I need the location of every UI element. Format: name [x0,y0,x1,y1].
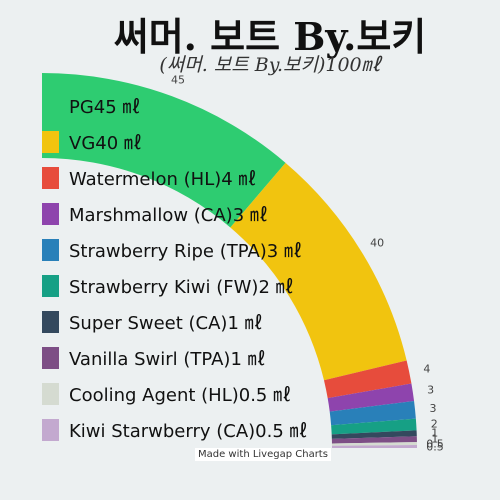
legend-item-0[interactable]: PG45 ㎖ [42,88,308,124]
chart-subtitle: (써머. 보트 By.보키)100㎖ [159,54,381,76]
legend-label: Strawberry Kiwi (FW)2 ㎖ [69,277,294,298]
slice-0[interactable] [42,73,286,228]
slice-value-label-1: 40 [370,237,384,250]
legend-swatch [42,239,59,261]
legend-swatch [42,167,59,189]
legend-swatch [42,95,59,117]
legend-label: Strawberry Ripe (TPA)3 ㎖ [69,241,302,262]
legend-swatch [42,419,59,441]
slice-9[interactable] [331,445,417,448]
slice-value-label-3: 3 [427,384,434,397]
slice-value-label-6: 1 [431,427,438,440]
slice-8[interactable] [331,442,417,446]
legend-item-4[interactable]: Strawberry Ripe (TPA)3 ㎖ [42,232,308,268]
slice-value-label-0: 45 [171,73,185,86]
legend-label: Vanilla Swirl (TPA)1 ㎖ [69,349,266,370]
legend-label: Marshmallow (CA)3 ㎖ [69,205,268,226]
slice-3[interactable] [327,383,415,412]
legend-swatch [42,383,59,405]
legend-label: VG40 ㎖ [69,133,142,154]
slice-7[interactable] [331,436,417,444]
slice-value-label-5: 2 [431,417,438,430]
legend-swatch [42,275,59,297]
chart-title: 써머. 보트 By.보키 [113,14,427,59]
legend-swatch [42,131,59,153]
legend-item-1[interactable]: VG40 ㎖ [42,124,308,160]
slice-2[interactable] [323,360,412,399]
legend-item-5[interactable]: Strawberry Kiwi (FW)2 ㎖ [42,268,308,304]
legend-item-2[interactable]: Watermelon (HL)4 ㎖ [42,160,308,196]
slice-value-label-2: 4 [423,362,430,375]
slice-value-label-7: 1 [431,433,438,446]
legend-item-7[interactable]: Vanilla Swirl (TPA)1 ㎖ [42,340,308,376]
legend-item-8[interactable]: Cooling Agent (HL)0.5 ㎖ [42,376,308,412]
legend-label: Super Sweet (CA)1 ㎖ [69,313,263,334]
legend-swatch [42,203,59,225]
slice-1[interactable] [230,162,407,381]
legend-item-6[interactable]: Super Sweet (CA)1 ㎖ [42,304,308,340]
legend-item-3[interactable]: Marshmallow (CA)3 ㎖ [42,196,308,232]
slice-4[interactable] [329,401,416,426]
legend-swatch [42,311,59,333]
legend-swatch [42,347,59,369]
slice-value-label-9: 0.5 [426,440,444,453]
legend-label: PG45 ㎖ [69,97,141,118]
slice-5[interactable] [331,418,417,435]
legend-item-9[interactable]: Kiwi Starwberry (CA)0.5 ㎖ [42,412,308,448]
slice-value-label-8: 0.5 [426,437,444,450]
legend: PG45 ㎖ VG40 ㎖ Watermelon (HL)4 ㎖ Marshmallo… [42,88,308,448]
legend-label: Kiwi Starwberry (CA)0.5 ㎖ [69,421,308,442]
legend-label: Watermelon (HL)4 ㎖ [69,169,257,190]
slice-6[interactable] [331,430,417,439]
legend-label: Cooling Agent (HL)0.5 ㎖ [69,385,292,406]
credit-text: Made with Livegap Charts [195,448,331,461]
slice-value-label-4: 3 [429,402,436,415]
